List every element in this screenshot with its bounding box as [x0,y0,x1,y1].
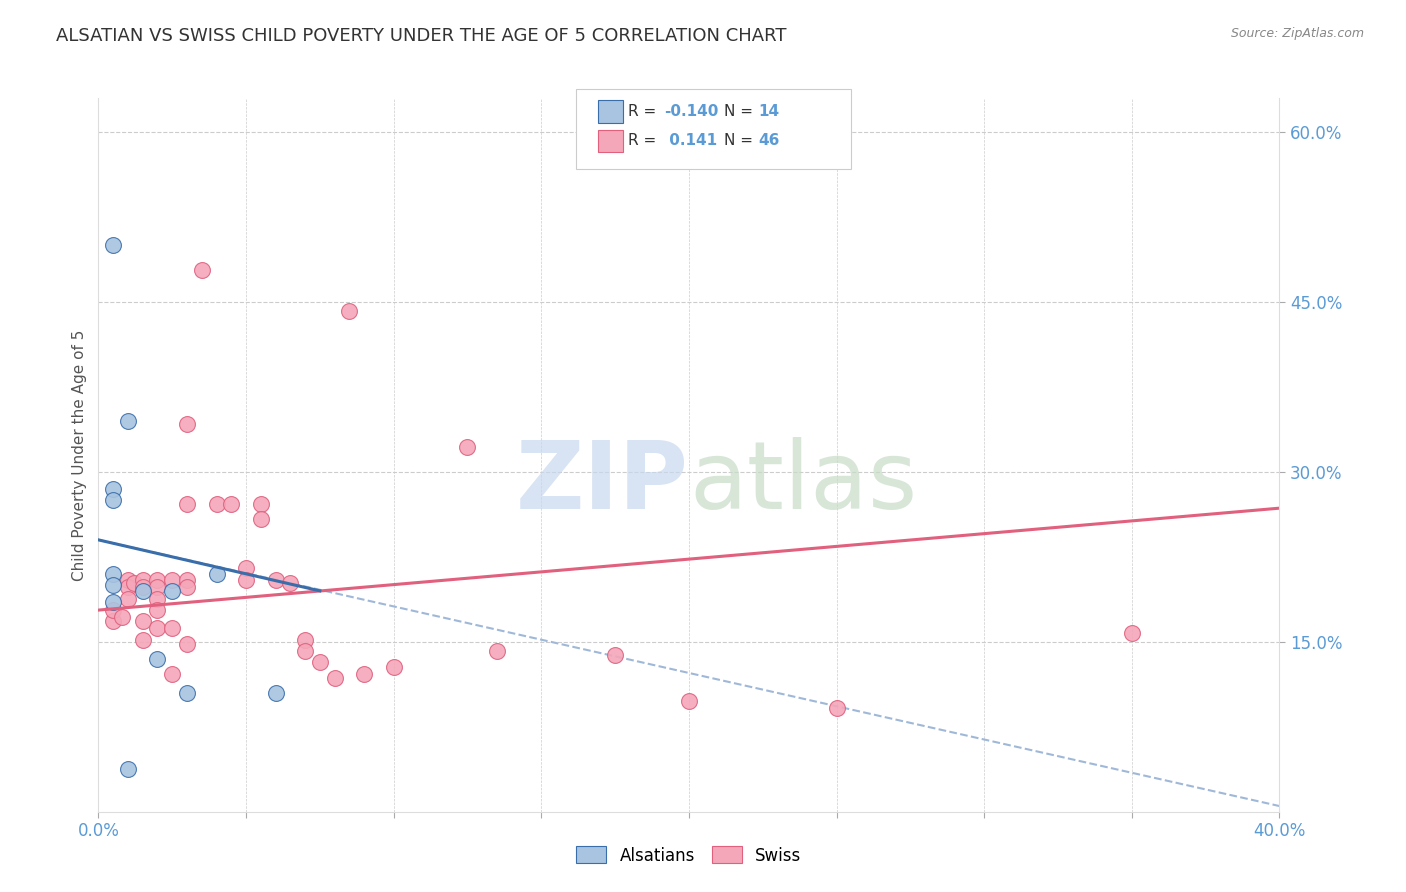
Point [146,652,169,666]
Text: Source: ZipAtlas.com: Source: ZipAtlas.com [1230,27,1364,40]
Point [1121,625,1143,640]
Point [132,615,155,629]
Text: 0.141: 0.141 [664,134,717,148]
Point [111,610,134,624]
Text: -0.140: -0.140 [664,104,718,119]
Point [117,573,139,587]
Point [122,575,145,590]
Text: 14: 14 [758,104,779,119]
Point [191,263,214,277]
Text: 46: 46 [758,134,779,148]
Point [146,621,169,635]
Point [176,417,198,432]
Point [205,566,228,581]
Point [103,615,125,629]
Point [103,603,125,617]
Point [605,648,627,663]
Point [323,671,346,685]
Point [103,493,125,508]
Point [132,581,155,595]
Point [103,566,125,581]
Point [486,644,509,658]
Point [103,595,125,609]
Point [205,497,228,511]
Point [146,581,169,595]
Point [162,621,183,635]
Point [264,686,287,700]
Point [146,573,169,587]
Point [264,573,287,587]
Point [103,578,125,592]
Point [103,482,125,496]
Point [176,497,198,511]
Point [825,700,848,714]
Text: N =: N = [724,134,758,148]
Point [294,632,316,647]
Point [309,655,332,669]
Point [278,575,302,590]
Point [235,561,257,575]
Point [235,573,257,587]
Text: N =: N = [724,104,758,119]
Point [117,591,139,606]
Legend: Alsatians, Swiss: Alsatians, Swiss [569,839,808,871]
Text: ZIP: ZIP [516,437,689,530]
Text: atlas: atlas [689,437,917,530]
Point [162,573,183,587]
Text: ALSATIAN VS SWISS CHILD POVERTY UNDER THE AGE OF 5 CORRELATION CHART: ALSATIAN VS SWISS CHILD POVERTY UNDER TH… [56,27,787,45]
Point [382,659,405,673]
Point [117,581,139,595]
Point [117,762,139,776]
Point [678,694,700,708]
Point [456,440,478,454]
Point [132,573,155,587]
Point [176,637,198,651]
Y-axis label: Child Poverty Under the Age of 5: Child Poverty Under the Age of 5 [72,329,87,581]
Point [176,686,198,700]
Point [146,603,169,617]
Point [162,666,183,681]
Point [117,414,139,428]
Point [339,304,360,318]
Point [294,644,316,658]
Point [250,497,273,511]
Point [219,497,242,511]
Point [162,583,183,598]
Point [176,581,198,595]
Point [250,512,273,526]
Text: R =: R = [628,104,662,119]
Point [132,632,155,647]
Point [103,238,125,252]
Point [353,666,375,681]
Text: R =: R = [628,134,662,148]
Point [146,591,169,606]
Point [132,583,155,598]
Point [176,573,198,587]
